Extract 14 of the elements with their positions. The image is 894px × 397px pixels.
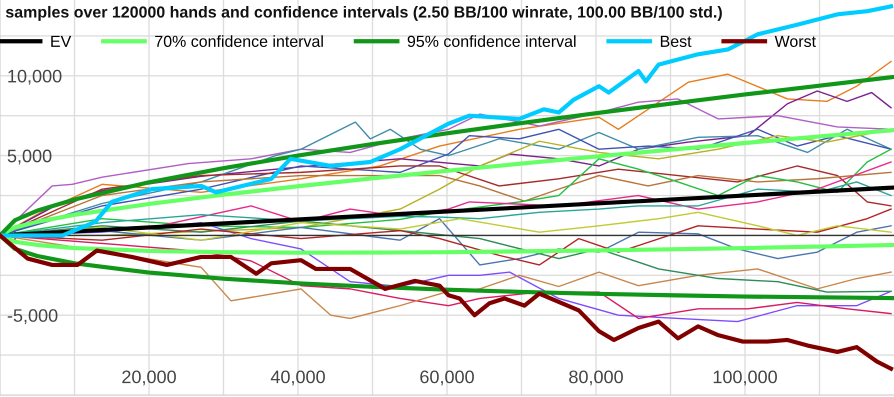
x-tick-label: 20,000 [122, 370, 176, 386]
legend-label: Worst [774, 36, 816, 47]
legend-label: EV [51, 36, 72, 47]
y-tick-label: -5,000 [8, 309, 58, 324]
legend-label: 70% confidence interval [155, 35, 323, 47]
y-tick-label: 10,000 [8, 70, 62, 85]
x-tick-label: 40,000 [270, 370, 325, 386]
legend-label: 95% confidence interval [408, 35, 576, 47]
legend-label: Best [660, 36, 692, 47]
x-tick-label: 100,000 [714, 370, 777, 386]
chart-title: samples over 120000 hands and confidence intervals (2.50 BB/100 winrate, 100.00 BB/100 std.) [6, 6, 722, 21]
x-tick-label: 80,000 [569, 370, 623, 386]
x-tick-label: 60,000 [420, 370, 474, 386]
y-tick-label: 5,000 [8, 150, 52, 164]
